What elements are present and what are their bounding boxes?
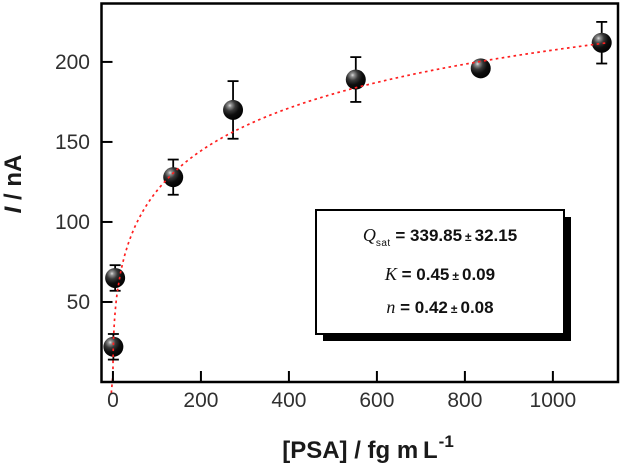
fit-parameter-line: K = 0.45 ±0.09 [385,261,495,290]
y-axis-label: I / nA [0,155,27,214]
fit-value: = 339.85 [390,225,463,245]
plus-minus-sign: ± [465,229,472,244]
x-tick-label: 400 [271,389,306,412]
fit-uncertainty: 0.08 [460,297,494,317]
plot-frame [100,2,620,384]
fit-variable: K [384,263,397,284]
fit-curve [110,42,607,394]
plus-minus-sign: ± [450,301,458,316]
y-tick-label: 100 [55,211,90,234]
data-point [345,69,366,90]
y-tick-label: 50 [67,291,90,314]
x-tick-label: 600 [359,389,394,412]
data-point [470,58,491,79]
data-point [163,167,184,188]
x-axis-label: [PSA] / fg m L-1 [282,432,454,464]
data-point [105,267,126,288]
y-tick-label: 200 [55,51,90,74]
data-point [223,99,244,120]
fit-variable: Q [362,224,376,245]
fit-value: = 0.42 [395,297,448,317]
fit-uncertainty: 0.09 [461,264,496,284]
x-tick-label: 0 [107,389,119,412]
fit-variable-subscript: sat [375,237,391,249]
x-tick-label: 200 [183,389,218,412]
fit-parameter-line: n = 0.42 ±0.08 [386,294,493,323]
y-tick-label: 150 [55,131,90,154]
plus-minus-sign: ± [452,268,459,283]
fit-uncertainty: 32.15 [474,225,518,245]
fit-parameter-line: Qsat = 339.85 ±32.15 [363,222,517,257]
x-tick-label: 1000 [530,389,577,412]
fit-variable: n [386,296,396,317]
fit-value: = 0.45 [396,264,450,284]
data-point [591,32,612,53]
fit-parameters-box: Qsat = 339.85 ±32.15 K = 0.45 ±0.09 n = 0.42… [315,209,565,335]
x-tick-label: 800 [447,389,482,412]
data-point [103,336,124,357]
